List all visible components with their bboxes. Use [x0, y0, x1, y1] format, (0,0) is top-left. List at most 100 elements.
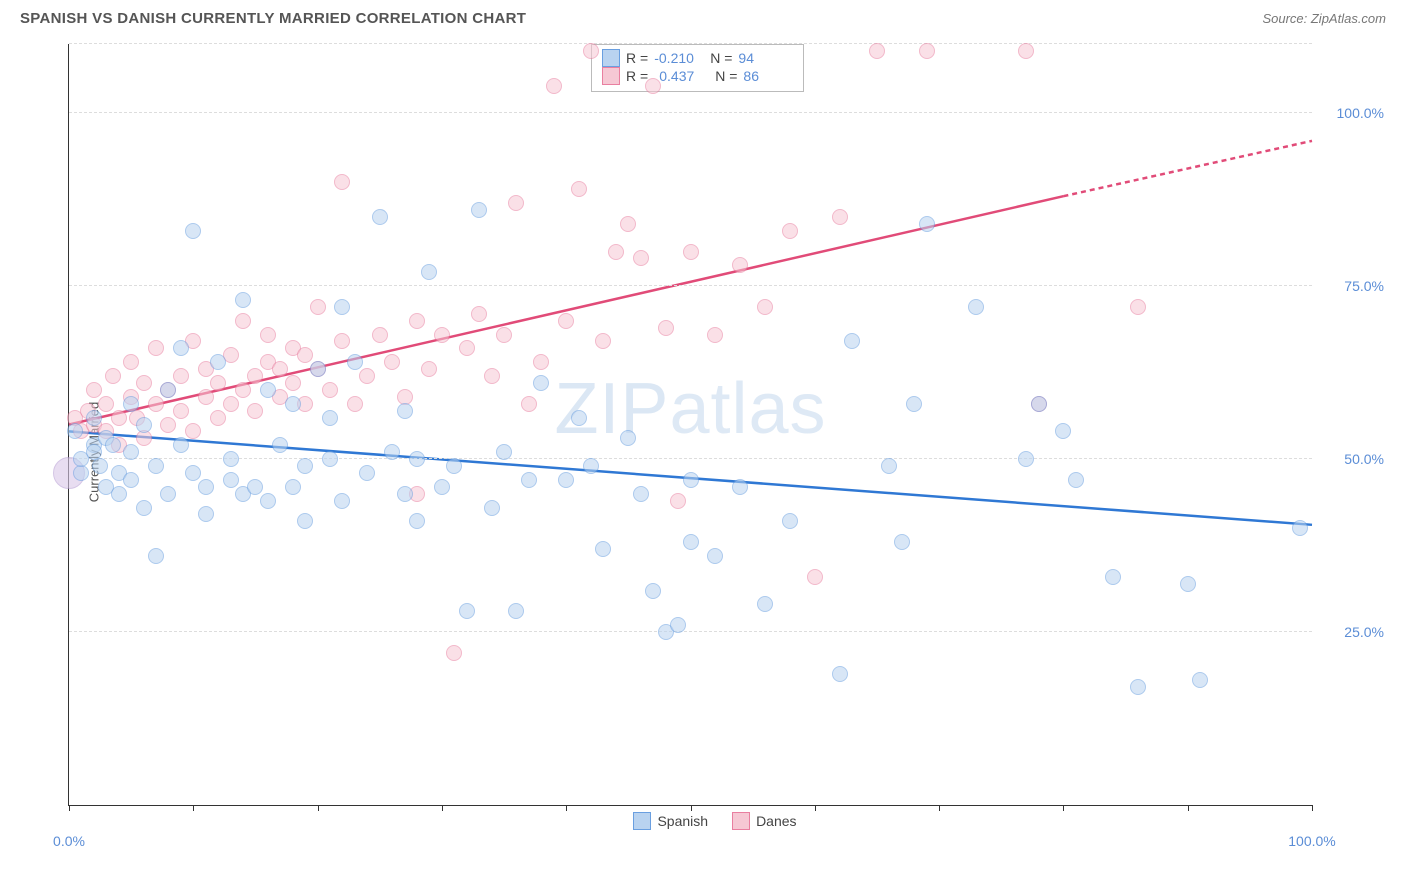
danes-point	[571, 181, 587, 197]
danes-point	[210, 375, 226, 391]
danes-point	[919, 43, 935, 59]
x-tick	[815, 805, 816, 811]
danes-point	[521, 396, 537, 412]
danes-point	[1130, 299, 1146, 315]
danes-point	[136, 375, 152, 391]
danes-point	[409, 313, 425, 329]
spanish-point	[844, 333, 860, 349]
danes-point	[608, 244, 624, 260]
spanish-point	[1068, 472, 1084, 488]
danes-point	[508, 195, 524, 211]
spanish-point	[496, 444, 512, 460]
x-tick	[691, 805, 692, 811]
danes-point	[210, 410, 226, 426]
danes-point	[322, 382, 338, 398]
y-tick-label: 75.0%	[1344, 278, 1384, 294]
spanish-point	[260, 382, 276, 398]
spanish-point	[260, 493, 276, 509]
spanish-point	[359, 465, 375, 481]
danes-point	[347, 396, 363, 412]
spanish-point	[1018, 451, 1034, 467]
danes-point	[148, 340, 164, 356]
danes-point	[583, 43, 599, 59]
spanish-point	[148, 458, 164, 474]
danes-point	[707, 327, 723, 343]
source-label: Source: ZipAtlas.com	[1262, 11, 1386, 26]
danes-point	[105, 368, 121, 384]
spanish-point	[397, 403, 413, 419]
danes-point	[98, 396, 114, 412]
danes-point	[1018, 43, 1034, 59]
danes-point	[310, 299, 326, 315]
spanish-point	[160, 382, 176, 398]
x-tick	[318, 805, 319, 811]
spanish-point	[409, 451, 425, 467]
x-tick	[1188, 805, 1189, 811]
spanish-point	[334, 299, 350, 315]
spanish-point	[1105, 569, 1121, 585]
spanish-point	[384, 444, 400, 460]
spanish-point	[533, 375, 549, 391]
danes-point	[782, 223, 798, 239]
danes-point	[421, 361, 437, 377]
spanish-point	[123, 396, 139, 412]
x-tick-label: 0.0%	[53, 833, 85, 849]
spanish-point	[198, 506, 214, 522]
spanish-point	[832, 666, 848, 682]
spanish-point	[123, 444, 139, 460]
danes-swatch	[602, 67, 620, 85]
spanish-point	[272, 437, 288, 453]
spanish-point	[421, 264, 437, 280]
spanish-point	[123, 472, 139, 488]
spanish-point	[1192, 672, 1208, 688]
spanish-point	[571, 410, 587, 426]
spanish-point	[347, 354, 363, 370]
spanish-point	[372, 209, 388, 225]
danes-point	[633, 250, 649, 266]
spanish-point	[1292, 520, 1308, 536]
spanish-point	[1031, 396, 1047, 412]
spanish-point	[906, 396, 922, 412]
danes-point	[670, 493, 686, 509]
spanish-point	[160, 486, 176, 502]
spanish-point	[105, 437, 121, 453]
watermark: ZIPatlas	[554, 368, 826, 450]
danes-point	[235, 382, 251, 398]
danes-point	[471, 306, 487, 322]
danes-point	[446, 645, 462, 661]
danes-point	[595, 333, 611, 349]
danes-point	[297, 347, 313, 363]
spanish-point	[683, 472, 699, 488]
spanish-point	[334, 493, 350, 509]
danes-point	[533, 354, 549, 370]
x-tick	[193, 805, 194, 811]
chart-container: Currently Married ZIPatlas R = -0.210 N …	[38, 44, 1392, 860]
spanish-point	[471, 202, 487, 218]
danes-point	[645, 78, 661, 94]
scatter-plot: ZIPatlas R = -0.210 N = 94 R = 0.437 N =…	[68, 44, 1312, 806]
spanish-point	[92, 458, 108, 474]
danes-point	[148, 396, 164, 412]
danes-point	[683, 244, 699, 260]
danes-point	[359, 368, 375, 384]
spanish-point	[397, 486, 413, 502]
spanish-point	[583, 458, 599, 474]
danes-point	[484, 368, 500, 384]
danes-point	[173, 368, 189, 384]
spanish-point	[285, 479, 301, 495]
danes-point	[334, 174, 350, 190]
spanish-point	[297, 513, 313, 529]
danes-point	[185, 423, 201, 439]
gridline	[69, 112, 1312, 113]
danes-point	[272, 361, 288, 377]
danes-point	[247, 403, 263, 419]
danes-point	[658, 320, 674, 336]
spanish-point	[322, 410, 338, 426]
spanish-point	[894, 534, 910, 550]
series-legend: Spanish Danes	[38, 812, 1392, 830]
spanish-point	[757, 596, 773, 612]
spanish-point	[173, 437, 189, 453]
y-tick-label: 50.0%	[1344, 451, 1384, 467]
danes-point	[123, 354, 139, 370]
spanish-point	[198, 479, 214, 495]
